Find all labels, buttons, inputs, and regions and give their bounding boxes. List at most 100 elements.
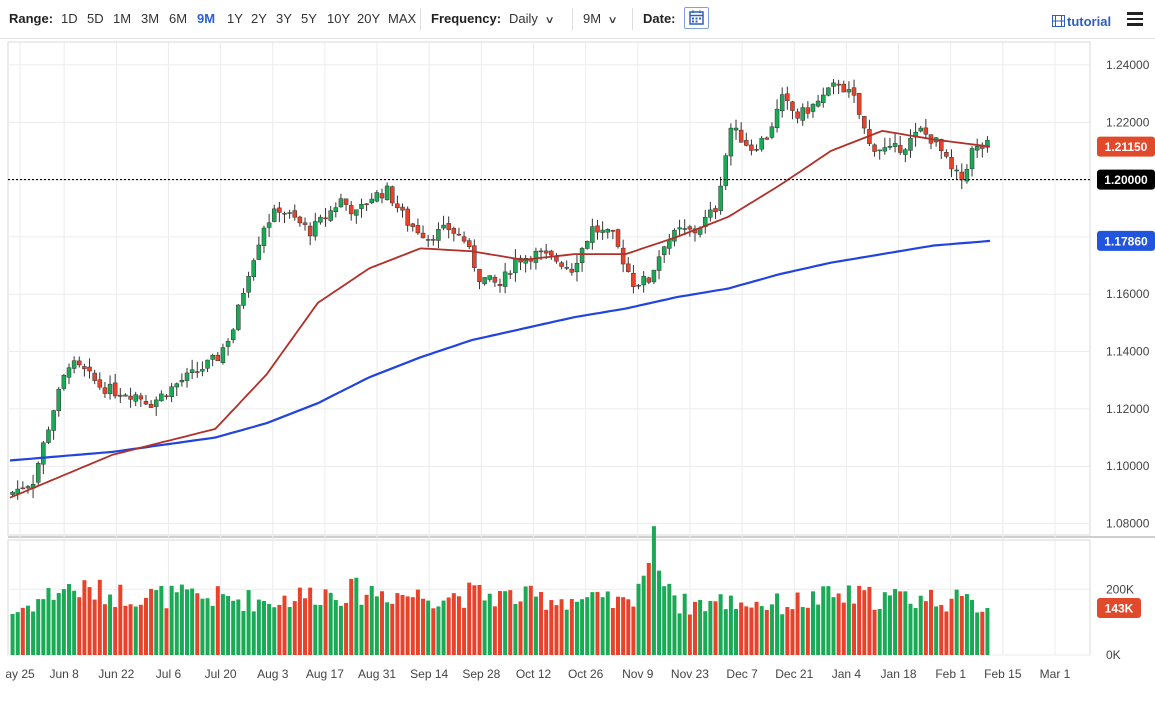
period-value: 9M	[583, 11, 602, 26]
y-tick-label: 1.14000	[1106, 345, 1150, 359]
candle-body	[107, 383, 113, 394]
candle-body	[800, 107, 805, 121]
range-button-3y[interactable]: 3Y	[276, 11, 292, 26]
range-button-1m[interactable]: 1M	[113, 11, 132, 26]
candle-body	[220, 347, 226, 363]
candle-body	[92, 372, 97, 381]
candle-body	[831, 82, 836, 87]
candle-body	[626, 263, 631, 272]
tutorial-link[interactable]: tutorial	[1052, 14, 1111, 29]
candle-body	[25, 486, 31, 489]
range-button-9m[interactable]: 9M	[197, 11, 216, 26]
volume-bar	[426, 600, 431, 655]
frequency-select[interactable]: Daily ∨	[509, 11, 555, 29]
x-tick-label: Jul 6	[156, 667, 182, 681]
volume-bar	[508, 590, 513, 655]
range-button-1y[interactable]: 1Y	[227, 11, 243, 26]
candle-body	[584, 240, 590, 249]
volume-bar	[174, 592, 179, 655]
range-button-1d[interactable]: 1D	[61, 11, 78, 26]
volume-bar	[205, 598, 210, 655]
candle-body	[66, 367, 72, 378]
candle-body	[682, 228, 687, 230]
volume-bar	[318, 604, 323, 655]
volume-bar	[462, 607, 467, 655]
volume-bar	[338, 605, 343, 655]
candle-body	[169, 386, 174, 397]
y-tick-label: 1.16000	[1106, 287, 1150, 301]
price-chart[interactable]: 1.240001.220001.200001.180001.160001.140…	[0, 38, 1155, 703]
date-picker-button[interactable]	[684, 7, 709, 29]
volume-bar	[908, 603, 913, 655]
volume-bar	[267, 603, 272, 655]
range-button-5y[interactable]: 5Y	[301, 11, 317, 26]
candle-body	[251, 260, 256, 277]
candle-body	[112, 382, 118, 397]
volume-bar	[923, 601, 928, 655]
candle-body	[415, 225, 421, 234]
x-tick-label: Sep 28	[462, 667, 500, 681]
x-tick-label: Jul 20	[205, 667, 237, 681]
candle-body	[318, 216, 323, 223]
candle-body	[538, 250, 544, 253]
volume-bar	[903, 591, 908, 655]
volume-bar	[92, 599, 97, 655]
candle-body	[487, 275, 492, 280]
volume-bar	[944, 611, 949, 655]
range-button-5d[interactable]: 5D	[87, 11, 104, 26]
volume-bar	[595, 591, 600, 655]
volume-bar	[621, 597, 626, 655]
candle-body	[87, 366, 92, 372]
volume-bar	[308, 587, 313, 655]
candle-body	[307, 225, 313, 237]
volume-bar	[554, 605, 559, 655]
candle-body	[354, 209, 359, 216]
volume-bar	[549, 600, 554, 655]
candle-body	[903, 149, 908, 155]
volume-bar	[646, 562, 651, 655]
period-select[interactable]: 9M ∨	[583, 11, 618, 29]
candle-body	[549, 250, 554, 256]
candle-body	[148, 403, 154, 408]
candle-body	[841, 83, 847, 93]
volume-bar	[72, 590, 77, 655]
candle-body	[359, 204, 364, 209]
volume-bar	[703, 611, 708, 655]
candle-body	[133, 394, 138, 402]
volume-bar	[10, 613, 15, 655]
candle-body	[348, 205, 354, 215]
candle-body	[533, 250, 539, 263]
volume-bar	[872, 609, 877, 655]
range-button-10y[interactable]: 10Y	[327, 11, 351, 26]
candle-body	[395, 203, 400, 209]
volume-bar	[215, 586, 220, 655]
volume-bar	[723, 609, 728, 655]
candle-body	[333, 207, 339, 213]
range-button-2y[interactable]: 2Y	[251, 11, 267, 26]
volume-bar	[636, 583, 641, 655]
volume-bar	[657, 570, 662, 655]
range-button-6m[interactable]: 6M	[169, 11, 188, 26]
volume-bar	[297, 587, 302, 655]
x-tick-label: Dec 7	[726, 667, 758, 681]
range-button-20y[interactable]: 20Y	[357, 11, 381, 26]
candle-body	[482, 277, 487, 285]
volume-tick-label: 0K	[1106, 648, 1121, 662]
volume-bar	[349, 578, 354, 655]
candle-body	[256, 244, 262, 260]
candle-body	[754, 149, 759, 151]
candle-body	[328, 210, 333, 221]
volume-bar	[785, 607, 790, 655]
range-button-3m[interactable]: 3M	[141, 11, 160, 26]
range-button-max[interactable]: MAX	[388, 11, 417, 26]
x-tick-label: Aug 31	[358, 667, 396, 681]
volume-bar	[539, 592, 544, 655]
volume-bar	[77, 597, 82, 655]
candle-body	[672, 229, 677, 242]
hamburger-menu-icon[interactable]	[1127, 12, 1143, 26]
y-tick-label: 1.08000	[1106, 517, 1150, 531]
candle-body	[51, 410, 56, 431]
volume-bar	[718, 594, 723, 655]
frequency-value: Daily	[509, 11, 538, 26]
candle-body	[872, 144, 877, 152]
